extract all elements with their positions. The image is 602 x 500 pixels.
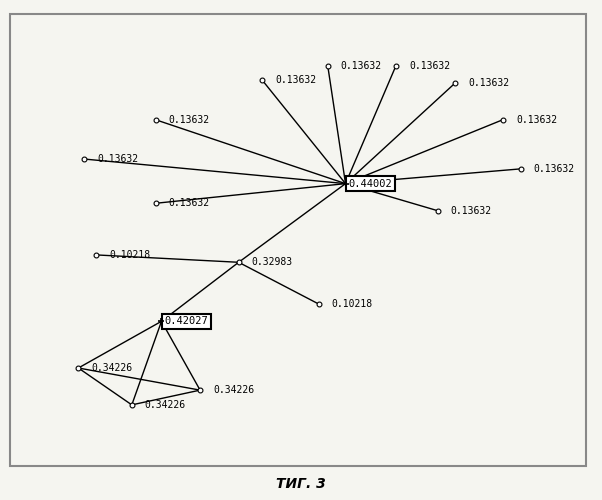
Text: 0.32983: 0.32983 [252, 258, 293, 268]
Text: 0.10218: 0.10218 [332, 299, 373, 309]
Text: 0.13632: 0.13632 [534, 164, 575, 174]
Text: 0.42027: 0.42027 [164, 316, 208, 326]
Text: 0.13632: 0.13632 [516, 114, 557, 124]
Text: 0.13632: 0.13632 [468, 78, 509, 88]
Text: 0.13632: 0.13632 [341, 60, 382, 70]
Text: 0.34226: 0.34226 [92, 363, 132, 373]
Text: ΤИГ. 3: ΤИГ. 3 [276, 476, 326, 490]
Text: 0.13632: 0.13632 [451, 206, 492, 216]
Text: 0.34226: 0.34226 [145, 400, 186, 410]
Text: 0.34226: 0.34226 [213, 385, 254, 395]
Text: 0.10218: 0.10218 [109, 250, 150, 260]
Text: 0.13632: 0.13632 [169, 114, 209, 124]
Text: 0.44002: 0.44002 [349, 178, 393, 188]
Text: 0.13632: 0.13632 [409, 60, 450, 70]
Text: 0.13632: 0.13632 [169, 198, 209, 208]
Text: 0.13632: 0.13632 [98, 154, 138, 164]
Text: 0.13632: 0.13632 [276, 76, 317, 86]
